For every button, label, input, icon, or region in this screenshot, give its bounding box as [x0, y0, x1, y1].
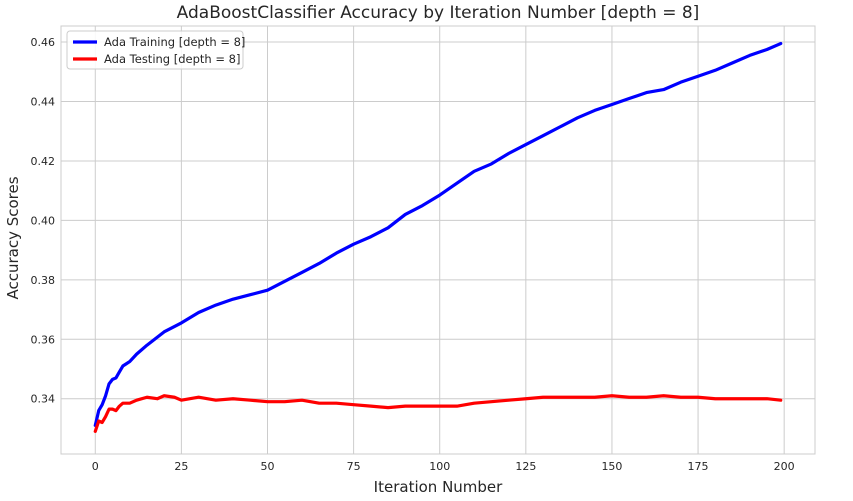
series-group: [93, 41, 783, 434]
series-line-testing: [93, 394, 783, 434]
x-tick-label: 0: [92, 460, 99, 473]
ticks: 0 25 50 75 100 125 150 175 200 0.34 0.36 0.38 0.40 0.…: [31, 36, 795, 473]
y-tick-label: 0.36: [31, 333, 56, 346]
x-axis-label: Iteration Number: [374, 478, 503, 496]
legend-box: [66, 30, 244, 70]
y-tick-label: 0.34: [31, 393, 56, 406]
y-tick-label: 0.46: [31, 36, 56, 49]
y-axis-label: Accuracy Scores: [4, 176, 22, 299]
chart-title: AdaBoostClassifier Accuracy by Iteration…: [177, 3, 700, 23]
x-tick-label: 75: [347, 460, 361, 473]
x-tick-label: 175: [688, 460, 709, 473]
legend-entry: Ada Testing [depth = 8]: [104, 52, 240, 66]
series-line-training: [93, 41, 783, 428]
legend: Ada Training [depth = 8] Ada Testing [dep…: [66, 30, 245, 70]
x-tick-label: 100: [429, 460, 450, 473]
x-tick-label: 50: [260, 460, 274, 473]
x-tick-label: 25: [174, 460, 188, 473]
y-tick-label: 0.38: [31, 274, 56, 287]
y-tick-label: 0.42: [31, 155, 56, 168]
y-tick-label: 0.44: [31, 95, 56, 108]
x-tick-label: 150: [601, 460, 622, 473]
plot-frame: [60, 25, 816, 455]
x-tick-label: 125: [515, 460, 536, 473]
y-tick-label: 0.40: [31, 214, 56, 227]
plot-area: [60, 25, 816, 455]
legend-entry: Ada Training [depth = 8]: [104, 35, 245, 49]
x-tick-label: 200: [774, 460, 795, 473]
